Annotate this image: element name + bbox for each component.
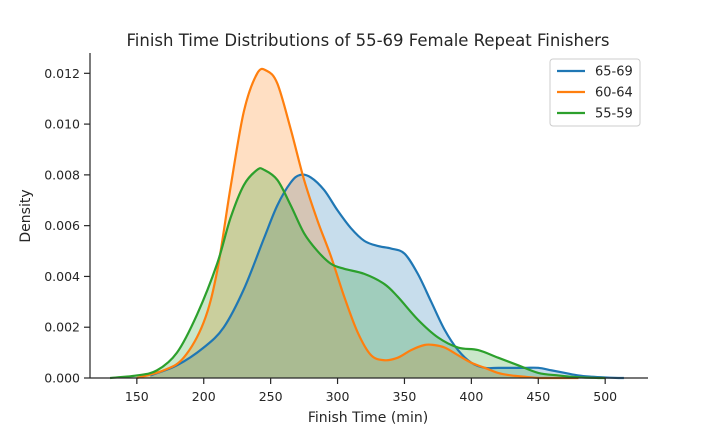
legend-label-60-64: 60-64: [595, 86, 633, 101]
x-tick-label: 200: [192, 389, 216, 404]
x-axis-label: Finish Time (min): [308, 410, 428, 426]
legend-label-65-69: 65-69: [595, 65, 633, 80]
density-fill-60-64: [136, 68, 579, 379]
density-fill-65-69: [150, 174, 624, 378]
x-tick-label: 400: [459, 389, 483, 404]
y-tick-label: 0.004: [44, 269, 80, 284]
y-tick-label: 0.012: [44, 66, 80, 81]
y-tick-label: 0.000: [44, 371, 80, 386]
density-fills: [110, 68, 624, 379]
x-tick-label: 150: [125, 389, 149, 404]
legend-box: [549, 58, 641, 127]
y-tick-label: 0.006: [44, 218, 80, 233]
axes: 150 200 250 300 350 400 450 500 0.000 0.002 0.004 0…: [44, 53, 648, 404]
y-tick-label: 0.002: [44, 320, 80, 335]
legend-label-55-59: 55-59: [595, 107, 633, 122]
x-tick-label: 500: [593, 389, 617, 404]
density-lines: [109, 67, 624, 380]
density-line-60-64: [136, 67, 579, 380]
y-tick-label: 0.010: [44, 117, 80, 132]
y-tick-label: 0.008: [44, 167, 80, 182]
x-tick-label: 350: [393, 389, 417, 404]
density-line-55-59: [109, 167, 606, 380]
x-tick-label: 300: [326, 389, 350, 404]
y-axis-label: Density: [18, 189, 34, 242]
density-fill-55-59: [110, 168, 606, 378]
x-tick-label: 450: [526, 389, 550, 404]
chart-title: Finish Time Distributions of 55-69 Femal…: [126, 31, 609, 50]
legend: 65-69 60-64 55-59: [549, 58, 641, 127]
density-line-65-69: [149, 173, 624, 380]
x-tick-label: 250: [259, 389, 283, 404]
